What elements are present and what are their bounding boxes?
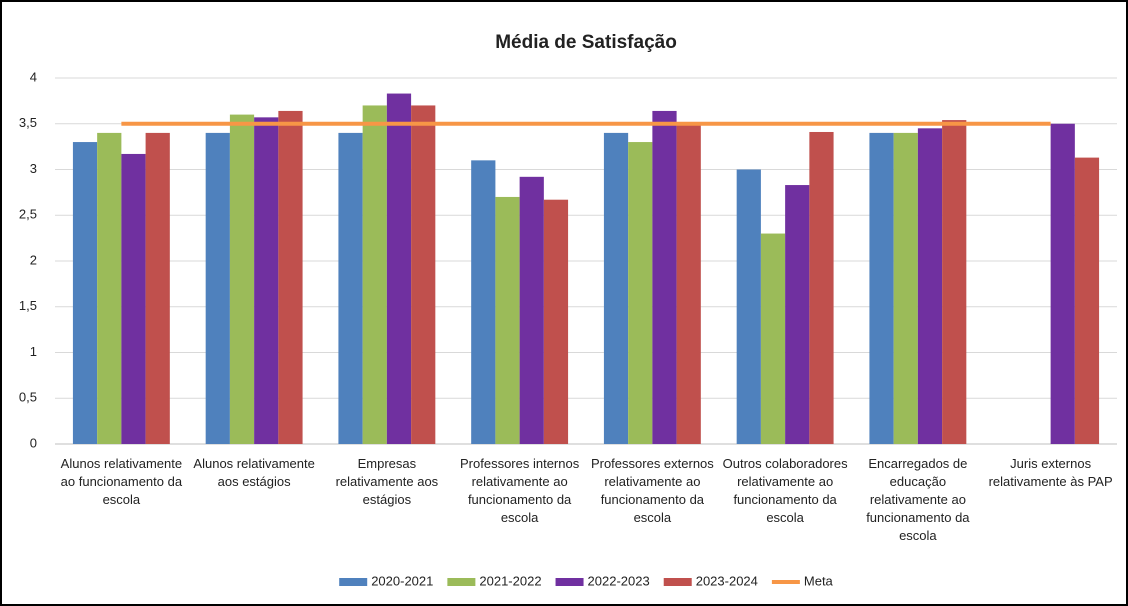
legend-label: 2020-2021 [371, 573, 433, 588]
bar [362, 105, 387, 444]
bar [386, 93, 412, 445]
x-tick-line: relativamente ao [870, 492, 966, 507]
bar [229, 114, 255, 444]
x-tick-label: Empresas relativamente aos estágios [336, 456, 439, 507]
bar [917, 128, 943, 444]
bar [760, 233, 786, 444]
bar [736, 169, 761, 444]
bar [628, 142, 653, 445]
x-tick-line: escola [634, 510, 672, 525]
x-tick-line: educação [890, 474, 946, 489]
bar [254, 117, 279, 444]
y-tick-label: 0,5 [19, 390, 37, 405]
x-tick-label: Professores externos relativamente ao func… [591, 456, 714, 525]
x-tick-line: escola [899, 528, 937, 543]
bar [205, 132, 230, 444]
x-tick-label: Juris externos relativamente às PAP [989, 456, 1113, 489]
legend: 2020-2021 2021-2022 2022-2023 2023-2024 Meta [339, 573, 834, 588]
bar [603, 132, 629, 444]
x-tick-line: escola [501, 510, 539, 525]
x-tick-line: relativamente ao [604, 474, 700, 489]
y-tick-label: 0 [30, 435, 37, 450]
x-tick-line: funcionamento da [733, 492, 837, 507]
bar [145, 132, 170, 444]
legend-label: 2021-2022 [479, 573, 541, 588]
legend-swatch [447, 578, 476, 586]
bar [519, 176, 544, 444]
x-tick-line: Outros colaboradores [723, 456, 849, 471]
y-tick-label: 2,5 [19, 207, 37, 222]
x-tick-line: relativamente ao [472, 474, 568, 489]
bar [785, 185, 810, 444]
y-tick-label: 1 [30, 344, 37, 359]
bar [1050, 123, 1075, 444]
x-tick-label: Professores internos relativamente ao func… [460, 456, 580, 525]
chart-title: Média de Satisfação [495, 32, 677, 53]
legend-swatch [555, 578, 584, 586]
y-tick-label: 3,5 [19, 115, 37, 130]
bar [543, 199, 569, 444]
bar [869, 132, 894, 444]
x-tick-line: Encarregados de [868, 456, 967, 471]
y-tick-label: 1,5 [19, 298, 37, 313]
bar [411, 105, 436, 444]
x-tick-line: escola [766, 510, 804, 525]
bar [495, 196, 520, 444]
bar [471, 160, 496, 444]
bar [942, 120, 967, 444]
bar [652, 110, 677, 444]
bar [278, 110, 303, 444]
x-tick-line: Empresas [358, 456, 417, 471]
x-tick-label: Outros colaboradores relativamente ao func… [723, 456, 849, 525]
x-tick-line: aos estágios [218, 474, 291, 489]
bar [1074, 157, 1100, 445]
x-tick-line: Alunos relativamente [193, 456, 314, 471]
y-tick-label: 3 [30, 161, 37, 176]
legend-label: 2022-2023 [588, 573, 650, 588]
y-tick-label: 4 [30, 69, 37, 84]
bar [893, 132, 918, 444]
x-tick-line: Professores internos [460, 456, 580, 471]
bar [97, 132, 122, 444]
bar [676, 123, 701, 444]
bar [72, 142, 98, 445]
x-tick-line: relativamente às PAP [989, 474, 1113, 489]
x-tick-line: Alunos relativamente [61, 456, 182, 471]
legend-swatch [339, 578, 368, 586]
bar [121, 153, 146, 444]
x-tick-line: relativamente ao [737, 474, 833, 489]
legend-label: 2023-2024 [696, 573, 758, 588]
x-tick-line: estágios [363, 492, 412, 507]
x-tick-line: escola [103, 492, 141, 507]
bar [338, 132, 363, 444]
x-tick-line: ao funcionamento da [61, 474, 183, 489]
x-tick-line: funcionamento da [866, 510, 970, 525]
y-tick-label: 2 [30, 252, 37, 267]
x-tick-label: Encarregados de educação relativamente ao f… [866, 456, 970, 543]
x-tick-line: Juris externos [1010, 456, 1091, 471]
bar [809, 131, 834, 445]
x-tick-label: Alunos relativamente aos estágios [193, 456, 314, 489]
x-tick-line: relativamente aos [336, 474, 439, 489]
x-tick-line: funcionamento da [601, 492, 705, 507]
legend-swatch [663, 578, 692, 586]
legend-label: Meta [804, 573, 834, 588]
x-tick-line: Professores externos [591, 456, 714, 471]
x-tick-line: funcionamento da [468, 492, 572, 507]
x-tick-label: Alunos relativamente ao funcionamento da e… [61, 456, 183, 507]
